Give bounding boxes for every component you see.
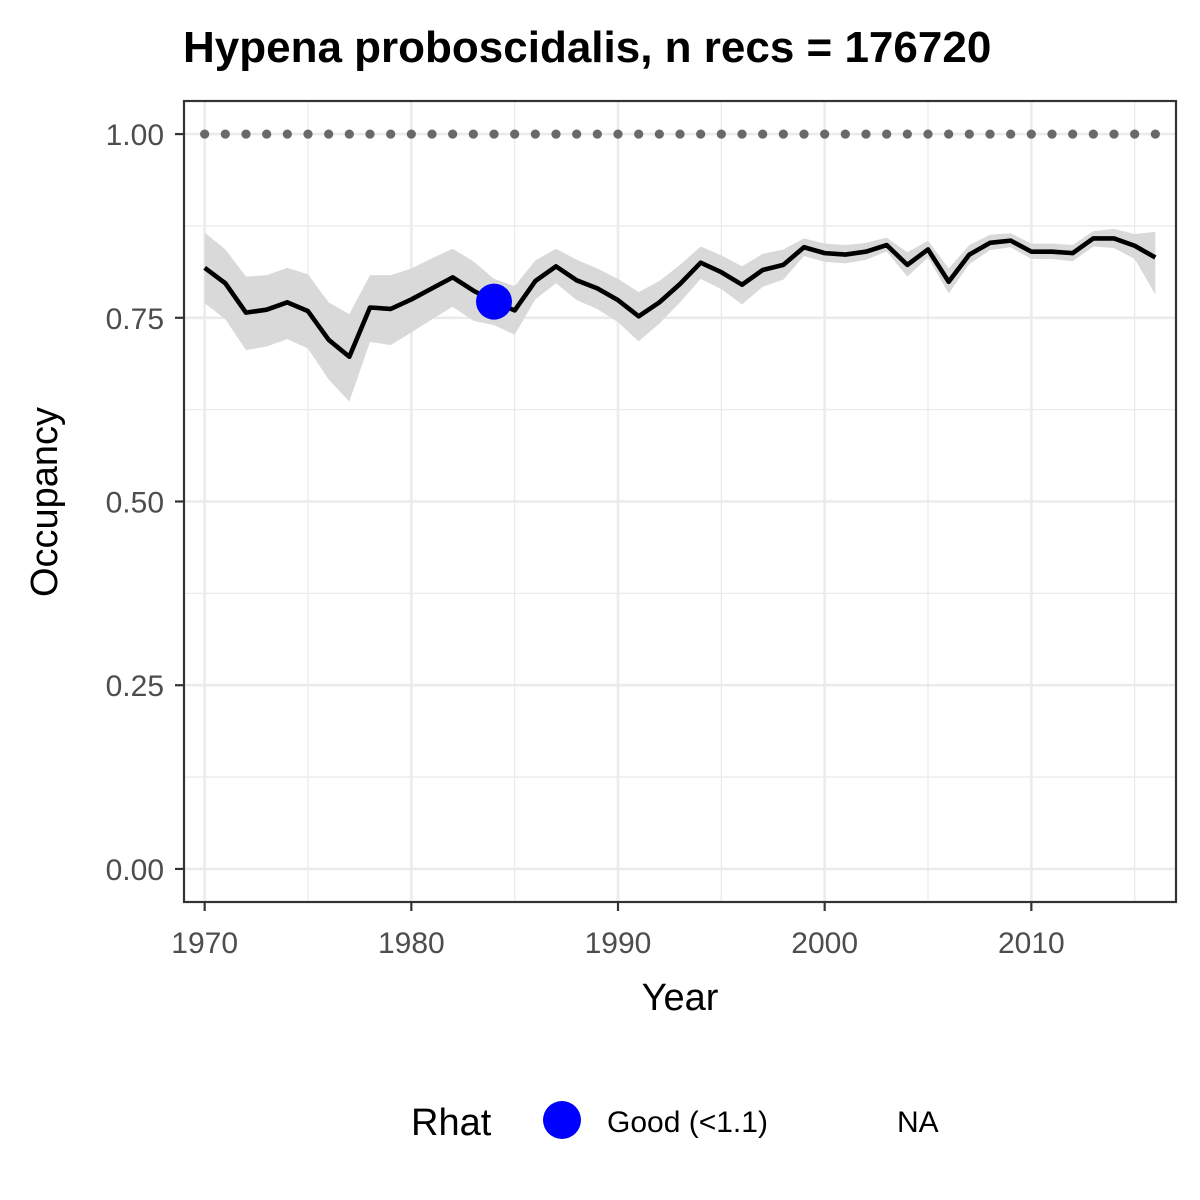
reference-point xyxy=(530,129,540,139)
reference-point xyxy=(882,129,892,139)
reference-point xyxy=(1026,129,1036,139)
reference-point xyxy=(654,129,664,139)
x-tick-label: 1980 xyxy=(378,927,445,960)
reference-point xyxy=(820,129,830,139)
reference-point xyxy=(799,129,809,139)
y-tick-label: 0.25 xyxy=(106,670,164,703)
y-tick-label: 1.00 xyxy=(106,119,164,152)
reference-point xyxy=(1006,129,1016,139)
reference-point xyxy=(386,129,396,139)
reference-point xyxy=(696,129,706,139)
reference-point xyxy=(902,129,912,139)
legend-title: Rhat xyxy=(411,1102,492,1144)
reference-point xyxy=(406,129,416,139)
occupancy-line-layer xyxy=(203,236,1157,360)
reference-point xyxy=(737,129,747,139)
reference-point xyxy=(778,129,788,139)
reference-point xyxy=(1130,129,1140,139)
reference-point xyxy=(758,129,768,139)
x-axis: 1970 1980 1990 2000 2010 xyxy=(171,902,1065,960)
reference-point xyxy=(282,129,292,139)
reference-point xyxy=(344,129,354,139)
reference-point xyxy=(468,129,478,139)
reference-point xyxy=(1088,129,1098,139)
legend-label-good: Good (<1.1) xyxy=(607,1106,768,1139)
reference-point xyxy=(303,129,313,139)
y-axis-title: Occupancy xyxy=(24,407,66,597)
reference-point xyxy=(200,129,210,139)
reference-point xyxy=(1109,129,1119,139)
chart-title: Hypena proboscidalis, n recs = 176720 xyxy=(183,23,991,72)
reference-point xyxy=(964,129,974,139)
reference-point xyxy=(551,129,561,139)
reference-point xyxy=(241,129,251,139)
legend-key-good xyxy=(543,1101,581,1139)
reference-point xyxy=(262,129,272,139)
reference-point xyxy=(1047,129,1057,139)
reference-point xyxy=(510,129,520,139)
reference-point xyxy=(365,129,375,139)
reference-point xyxy=(324,129,334,139)
y-axis: 0.00 0.25 0.50 0.75 1.00 xyxy=(106,119,184,887)
confidence-ribbon-layer xyxy=(204,228,1156,402)
reference-point xyxy=(427,129,437,139)
reference-point xyxy=(944,129,954,139)
x-tick-label: 2010 xyxy=(998,927,1065,960)
x-axis-title: Year xyxy=(642,977,719,1019)
reference-point xyxy=(613,129,623,139)
reference-point xyxy=(861,129,871,139)
reference-points-layer xyxy=(200,129,1160,139)
reference-point xyxy=(716,129,726,139)
rhat-points-layer xyxy=(476,283,512,320)
reference-point xyxy=(1068,129,1078,139)
reference-point xyxy=(985,129,995,139)
reference-point xyxy=(220,129,230,139)
reference-point xyxy=(592,129,602,139)
reference-point xyxy=(489,129,499,139)
y-tick-label: 0.75 xyxy=(106,303,164,336)
reference-point xyxy=(572,129,582,139)
reference-point xyxy=(840,129,850,139)
reference-point xyxy=(675,129,685,139)
confidence-ribbon xyxy=(204,228,1156,402)
reference-point xyxy=(923,129,933,139)
reference-point xyxy=(1150,129,1160,139)
occupancy-line xyxy=(203,236,1157,360)
y-tick-label: 0.50 xyxy=(106,487,164,520)
y-tick-label: 0.00 xyxy=(106,854,164,887)
x-tick-label: 2000 xyxy=(791,927,858,960)
reference-point xyxy=(634,129,644,139)
x-tick-label: 1990 xyxy=(585,927,652,960)
reference-point xyxy=(448,129,458,139)
legend-label-na: NA xyxy=(897,1106,939,1139)
x-tick-label: 1970 xyxy=(171,927,238,960)
legend: Rhat Good (<1.1) NA xyxy=(411,1101,939,1144)
rhat-point xyxy=(476,283,512,320)
